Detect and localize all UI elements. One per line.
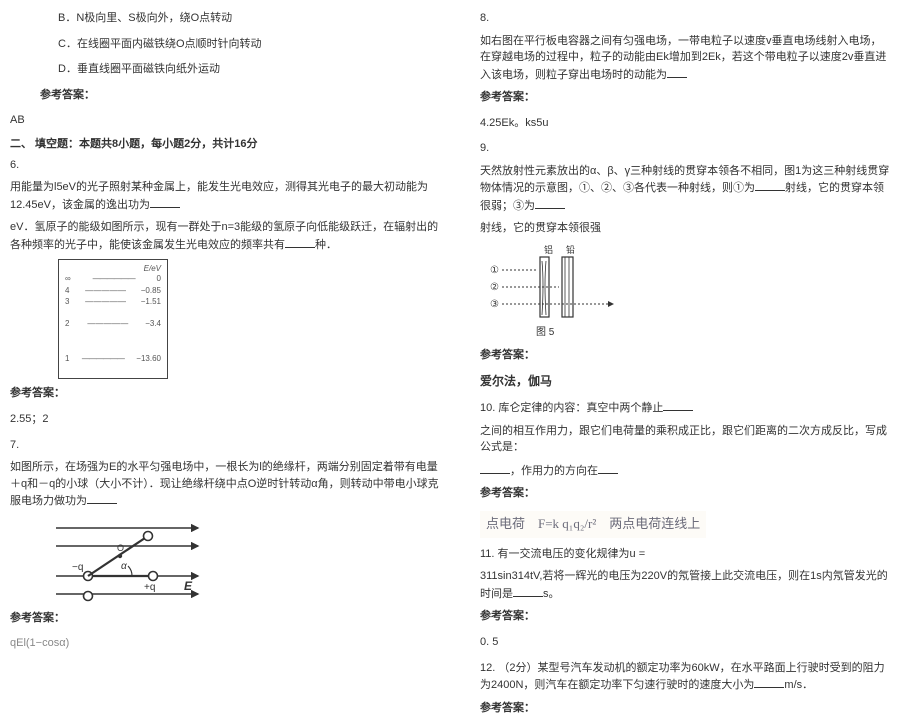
n2: 2: [65, 319, 69, 329]
q12-part1: 12. （2分）某型号汽车发动机的额定功率为60kW，在水平路面上行驶时受到的阻…: [480, 662, 885, 692]
q9-text: 天然放射性元素放出的α、β、γ三种射线的贯穿本领各不相同，图1为这三种射线贯穿物…: [480, 163, 890, 215]
svg-text:图 5: 图 5: [536, 326, 555, 338]
answer-label-8: 参考答案：: [480, 89, 890, 107]
blank: [755, 179, 785, 191]
q10-a: 10. 库仑定律的内容：真空中两个静止: [480, 399, 890, 417]
q10-part1: 10. 库仑定律的内容：真空中两个静止: [480, 402, 663, 414]
fig-title: E/eV: [65, 264, 161, 274]
section-title: 二、 填空题：本题共8小题，每小题2分，共计16分: [10, 135, 440, 151]
q7-number: 7.: [10, 437, 440, 454]
svg-text:O: O: [117, 543, 124, 553]
n1: 1: [65, 354, 69, 364]
q12-part2: m/s．: [784, 679, 813, 691]
blank: [754, 676, 784, 688]
option-b: B．N极向里、S极向外，绕O点转动: [40, 10, 440, 28]
svg-text:E: E: [184, 579, 193, 593]
e2: −1.51: [141, 297, 161, 307]
e1: −0.85: [141, 286, 161, 296]
q12-a: 12. （2分）某型号汽车发动机的额定功率为60kW，在水平路面上行驶时受到的阻…: [480, 660, 890, 694]
answer-label-7: 参考答案：: [10, 610, 440, 628]
blank: [285, 236, 315, 248]
radiation-figure: 铝 铅 ① ② ③ 图 5: [486, 243, 626, 343]
answer-8: 4.25Ek。ks5u: [480, 115, 890, 133]
q6-part2: eV．氢原子的能级如图所示，现有一群处于n=3能级的氢原子向低能级跃迁，在辐射出…: [10, 221, 438, 251]
answer-label-10: 参考答案：: [480, 485, 890, 503]
q11-b: 311sin314tV,若将一辉光的电压为220V的氖管接上此交流电压，则在1s…: [480, 568, 890, 602]
n4: 4: [65, 286, 69, 296]
handwriting: 点电荷 F=k q₁q₂/r² 两点电荷连线上: [480, 511, 706, 538]
q11-part3: s。: [543, 588, 560, 600]
q6-text-a: 用能量为l5eV的光子照射某种金属上，能发生光电效应，测得其光电子的最大初动能为…: [10, 179, 440, 213]
dipole-figure: α O −q +q E: [48, 516, 208, 606]
option-d: D．垂直线圈平面磁铁向纸外运动: [40, 61, 440, 79]
q10-part3: ，作用力的方向在: [510, 465, 598, 477]
svg-text:铅: 铅: [566, 244, 575, 255]
q8-text: 如右图在平行板电容器之间有匀强电场，一带电粒子以速度v垂直电场线射入电场，在穿越…: [480, 33, 890, 84]
svg-text:α: α: [121, 561, 127, 572]
energy-level-figure: E/eV ∞ —————— 0 4 — — — — — −0.85 3 — — — — —…: [58, 259, 168, 379]
q6-part3: 种．: [315, 239, 337, 251]
svg-text:+q: +q: [144, 582, 155, 593]
dash: ——————: [82, 354, 124, 364]
answer-label-11: 参考答案：: [480, 608, 890, 626]
blank: [535, 197, 565, 209]
svg-text:铝: 铝: [544, 244, 553, 255]
answer-label-12: 参考答案：: [480, 700, 890, 717]
answer-label-9: 参考答案：: [480, 347, 890, 365]
answer-9: 爱尔法，伽马: [480, 372, 890, 391]
q6-number: 6.: [10, 157, 440, 174]
q6-text-b: eV．氢原子的能级如图所示，现有一群处于n=3能级的氢原子向低能级跃迁，在辐射出…: [10, 219, 440, 253]
answer-7: qEl(1−cosα): [10, 635, 440, 653]
answer-label-6: 参考答案：: [10, 385, 440, 403]
n-inf: ∞: [65, 274, 71, 284]
answer-label-5: 参考答案：: [40, 87, 440, 105]
answer-5: AB: [10, 112, 440, 129]
blank: [513, 585, 543, 597]
q10-c: ，作用力的方向在: [480, 462, 890, 480]
answer-10-hand: 点电荷 F=k q₁q₂/r² 两点电荷连线上: [480, 511, 890, 538]
e0: 0: [157, 274, 161, 284]
q10-b: 之间的相互作用力，跟它们电荷量的乘积成正比，跟它们距离的二次方成反比，写成公式是…: [480, 423, 890, 456]
dash: — — — — —: [85, 286, 125, 296]
dash: — — — — —: [85, 297, 125, 307]
svg-text:③: ③: [490, 299, 499, 310]
q6-part1: 用能量为l5eV的光子照射某种金属上，能发生光电效应，测得其光电子的最大初动能为…: [10, 181, 428, 211]
dash: ——————: [93, 274, 135, 284]
blank: [150, 196, 180, 208]
dash: — — — — —: [87, 319, 127, 329]
svg-text:①: ①: [490, 265, 499, 276]
blank: [663, 399, 693, 411]
q10-part2: 之间的相互作用力，跟它们电荷量的乘积成正比，跟它们距离的二次方成反比，写成公式是…: [480, 425, 887, 454]
q9-text-c: 射线，它的贯穿本领很强: [480, 220, 890, 237]
option-c: C．在线圈平面内磁铁绕O点顺时针向转动: [40, 36, 440, 54]
svg-text:②: ②: [490, 282, 499, 293]
q7-text: 如图所示，在场强为E的水平匀强电场中，一根长为l的绝缘杆，两端分别固定着带有电量…: [10, 459, 440, 510]
e4: −13.60: [136, 354, 161, 364]
q8-number: 8.: [480, 10, 890, 27]
blank: [87, 492, 117, 504]
q11-a: 11. 有一交流电压的变化规律为u =: [480, 546, 890, 563]
blank: [480, 462, 510, 474]
svg-text:−q: −q: [72, 562, 83, 573]
blank: [598, 462, 618, 474]
q9-number: 9.: [480, 140, 890, 157]
blank: [667, 66, 687, 78]
answer-6: 2.55；2: [10, 411, 440, 429]
answer-11: 0. 5: [480, 634, 890, 652]
n3: 3: [65, 297, 69, 307]
e3: −3.4: [145, 319, 161, 329]
q7-part1: 如图所示，在场强为E的水平匀强电场中，一根长为l的绝缘杆，两端分别固定着带有电量…: [10, 461, 439, 507]
